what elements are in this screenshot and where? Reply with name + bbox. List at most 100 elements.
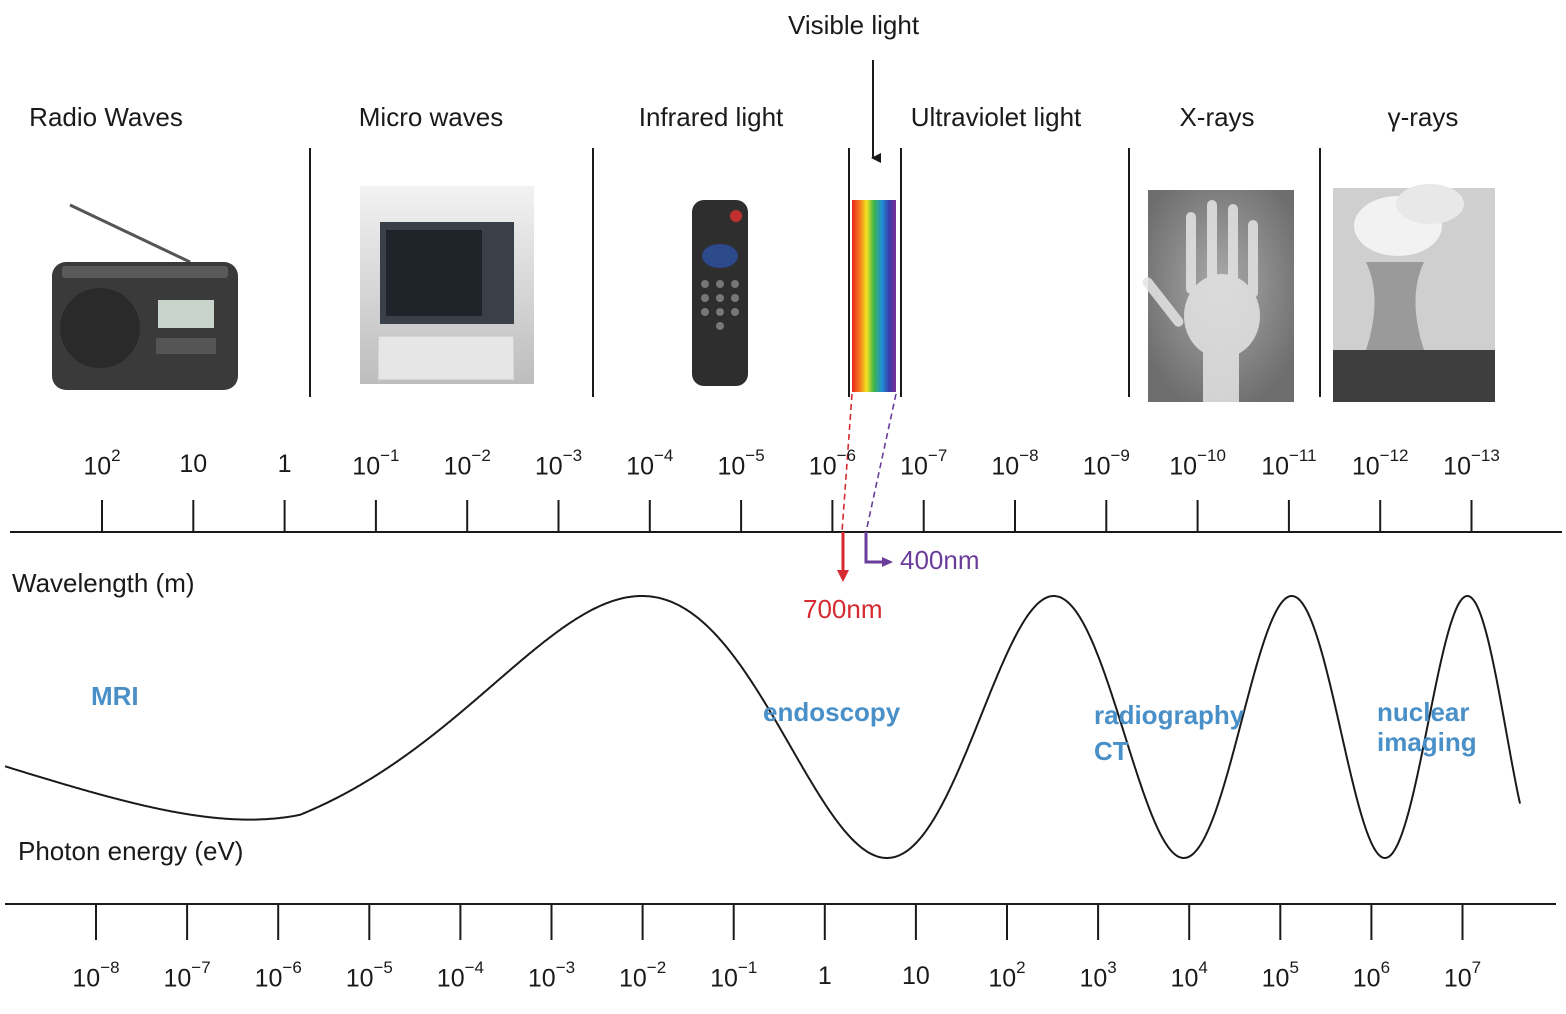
- energy-tick-base: 1: [817, 962, 832, 990]
- wavelength-axis-ticks: [101, 500, 1473, 532]
- wavelength-tick-base: 10: [352, 452, 381, 481]
- energy-tick-base: 10: [1079, 964, 1108, 993]
- energy-tick-label: 102: [988, 958, 1025, 993]
- wavelength-axis-label: Wavelength (m): [12, 568, 195, 598]
- energy-tick-exponent: 5: [1289, 958, 1299, 977]
- wavelength-tick-exponent: −3: [562, 446, 583, 465]
- wavelength-tick-base: 10: [900, 452, 928, 481]
- cooling-tower-icon: [1333, 184, 1495, 402]
- visible-spectrum-strip: [852, 200, 896, 392]
- red-700nm-marker: [837, 532, 849, 582]
- wavelength-tick-base: 10: [626, 452, 655, 481]
- energy-tick-base: 10: [1352, 964, 1381, 993]
- energy-tick-exponent: 2: [1016, 958, 1026, 977]
- wavelength-tick-base: 10: [443, 452, 472, 481]
- energy-tick-exponent: −5: [373, 958, 393, 977]
- energy-tick-label: 106: [1352, 958, 1390, 993]
- wavelength-tick-exponent: −4: [654, 446, 674, 465]
- wavelength-tick-exponent: −13: [1470, 446, 1500, 465]
- energy-tick-exponent: 3: [1107, 958, 1117, 977]
- energy-tick-base: 10: [254, 964, 283, 993]
- photon-energy-axis-label: Photon energy (eV): [18, 836, 244, 866]
- energy-tick-exponent: −2: [646, 958, 667, 977]
- energy-tick-exponent: −1: [737, 958, 758, 977]
- wavelength-tick-label: 10−12: [1351, 446, 1409, 481]
- radio-icon: [52, 203, 238, 390]
- energy-tick-base: 10: [901, 962, 930, 990]
- wavelength-tick-exponent: −12: [1379, 446, 1409, 465]
- energy-tick-base: 10: [618, 964, 647, 993]
- xray-hand-icon: [1142, 190, 1294, 402]
- energy-tick-label: 107: [1444, 958, 1481, 993]
- energy-tick-exponent: −3: [555, 958, 576, 977]
- wavelength-tick-label: 10−6: [808, 446, 856, 481]
- energy-tick-exponent: 6: [1380, 958, 1391, 977]
- wavelength-tick-exponent: −8: [1019, 446, 1039, 465]
- nuclear-imaging-label-line2: imaging: [1377, 727, 1477, 757]
- wavelength-tick-base: 10: [179, 450, 208, 478]
- wavelength-tick-exponent: −9: [1110, 446, 1130, 465]
- wavelength-tick-label: 10−9: [1083, 446, 1130, 481]
- wavelength-tick-label: 102: [83, 446, 120, 481]
- band-label-radio: Radio Waves: [29, 102, 183, 132]
- wavelength-tick-exponent: −5: [745, 446, 765, 465]
- wavelength-tick-label: 10−1: [352, 446, 399, 481]
- wavelength-tick-label: 10−10: [1169, 446, 1226, 481]
- wavelength-tick-label: 10−8: [991, 446, 1038, 481]
- energy-tick-exponent: 7: [1471, 958, 1482, 977]
- energy-tick-base: 10: [72, 964, 101, 993]
- wavelength-tick-base: 10: [1351, 452, 1380, 481]
- energy-tick-label: 10−3: [528, 958, 575, 993]
- energy-tick-exponent: −7: [191, 958, 211, 977]
- wavelength-tick-label: 10−4: [626, 446, 673, 481]
- wavelength-tick-exponent: −10: [1197, 446, 1226, 465]
- mri-label: MRI: [91, 681, 139, 711]
- energy-tick-base: 10: [345, 964, 374, 993]
- wavelength-tick-label: 10−3: [535, 446, 582, 481]
- energy-tick-label: 10−2: [618, 958, 666, 993]
- energy-axis-ticks: [95, 904, 1464, 940]
- wavelength-tick-base: 10: [1169, 452, 1198, 481]
- wavelength-tick-base: 10: [1443, 452, 1471, 481]
- wavelength-tick-exponent: −2: [471, 446, 491, 465]
- red-projection-line: [841, 393, 853, 533]
- energy-tick-label: 10−5: [345, 958, 393, 993]
- radiography-label-line1: radiography: [1094, 700, 1245, 730]
- energy-tick-label: 10−8: [72, 958, 119, 993]
- wavelength-tick-label: 10−5: [717, 446, 764, 481]
- band-label-infrared: Infrared light: [638, 102, 784, 132]
- radiography-label-line2: CT: [1094, 736, 1129, 766]
- wavelength-tick-base: 10: [808, 452, 837, 481]
- energy-tick-label: 105: [1262, 958, 1299, 993]
- energy-tick-base: 10: [1170, 964, 1199, 993]
- energy-tick-label: 104: [1170, 958, 1208, 993]
- energy-tick-label: 10: [902, 962, 930, 991]
- wavelength-tick-label: 10: [179, 450, 207, 479]
- band-label-microwave: Micro waves: [358, 102, 504, 132]
- energy-tick-label: 103: [1079, 958, 1116, 993]
- red-wavelength-label: 700nm: [803, 594, 883, 624]
- remote-control-icon: [692, 200, 748, 386]
- wavelength-tick-base: 10: [991, 452, 1020, 481]
- violet-wavelength-label: 400nm: [900, 545, 980, 575]
- energy-tick-exponent: −4: [464, 958, 484, 977]
- energy-tick-exponent: 4: [1198, 958, 1208, 977]
- wave-curve: [4, 595, 1521, 860]
- nuclear-imaging-label: nuclear imaging: [1377, 697, 1477, 757]
- wavelength-tick-label: 10−11: [1261, 446, 1316, 481]
- wavelength-tick-base: 10: [1261, 452, 1290, 481]
- wavelength-tick-label: 10−2: [443, 446, 491, 481]
- band-label-gamma: γ-rays: [1387, 102, 1459, 132]
- wavelength-tick-base: 10: [83, 452, 112, 481]
- energy-tick-label: 10−7: [163, 958, 210, 993]
- band-label-ultraviolet: Ultraviolet light: [910, 102, 1082, 132]
- visible-light-label: Visible light: [788, 10, 920, 40]
- energy-tick-label: 1: [818, 962, 832, 991]
- violet-400nm-marker: [864, 532, 893, 567]
- microwave-oven-icon: [360, 186, 534, 384]
- endoscopy-label: endoscopy: [763, 697, 901, 727]
- wavelength-tick-base: 1: [277, 450, 292, 478]
- energy-tick-base: 10: [988, 964, 1017, 993]
- wavelength-tick-exponent: −11: [1289, 446, 1317, 465]
